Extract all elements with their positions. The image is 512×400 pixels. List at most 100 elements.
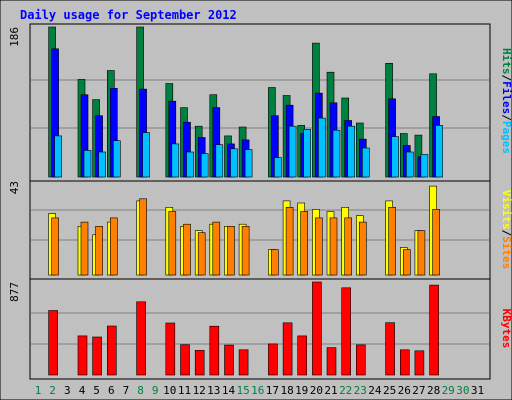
visits-sites-bar bbox=[300, 211, 309, 276]
visits-sites-bar bbox=[227, 226, 235, 276]
side-label-part: Hits bbox=[500, 48, 512, 75]
kbytes-kbytes-bar bbox=[268, 343, 278, 376]
kbytes-kbytes-bar bbox=[136, 301, 146, 376]
hits-pages-bar bbox=[171, 143, 180, 178]
hits-pages-bar bbox=[347, 125, 356, 178]
visits-ymax-label: 43 bbox=[8, 181, 21, 194]
side-label-part: / bbox=[500, 75, 512, 82]
hits-pages-bar bbox=[215, 144, 224, 178]
day-label: 20 bbox=[310, 384, 323, 397]
day-label: 26 bbox=[398, 384, 411, 397]
hits-pages-bar bbox=[230, 148, 238, 178]
kbytes-kbytes-bar bbox=[385, 322, 395, 376]
hits-pages-bar bbox=[83, 150, 92, 178]
hits-pages-bar bbox=[318, 117, 326, 178]
kbytes-kbytes-bar bbox=[414, 350, 425, 376]
day-label: 16 bbox=[251, 384, 264, 397]
day-label: 2 bbox=[49, 384, 56, 397]
hits-pages-bar bbox=[303, 129, 312, 178]
day-label: 17 bbox=[266, 384, 279, 397]
day-label: 22 bbox=[339, 384, 352, 397]
day-label: 21 bbox=[324, 384, 337, 397]
hits-pages-bar bbox=[186, 151, 194, 178]
visits-panel bbox=[29, 180, 491, 280]
kbytes-kbytes-bar bbox=[224, 344, 234, 376]
day-label: 24 bbox=[368, 384, 382, 397]
kbytes-kbytes-bar bbox=[209, 325, 220, 376]
day-label: 13 bbox=[207, 384, 220, 397]
kbytes-side-label: KBytes bbox=[500, 309, 512, 349]
hits-pages-bar bbox=[98, 151, 106, 178]
day-label: 1 bbox=[35, 384, 42, 397]
hits-pages-bar bbox=[244, 149, 253, 178]
day-label: 5 bbox=[93, 384, 100, 397]
hits-side-label: Hits/Files/Pages bbox=[500, 48, 512, 154]
side-label-part: Visits bbox=[500, 190, 512, 230]
visits-sites-bar bbox=[51, 217, 59, 276]
kbytes-kbytes-bar bbox=[77, 335, 88, 376]
kbytes-kbytes-bar bbox=[194, 349, 205, 376]
hits-pages-bar bbox=[405, 151, 414, 178]
kbytes-kbytes-bar bbox=[107, 325, 117, 376]
day-label: 11 bbox=[178, 384, 191, 397]
visits-side-label: Visits/Sites bbox=[500, 190, 512, 270]
kbytes-panel bbox=[29, 278, 491, 380]
visits-sites-bar bbox=[139, 198, 147, 276]
visits-sites-bar bbox=[271, 249, 279, 276]
kbytes-kbytes-bar bbox=[355, 344, 366, 376]
kbytes-kbytes-bar bbox=[312, 281, 322, 376]
hits-pages-bar bbox=[54, 135, 62, 178]
day-label: 14 bbox=[222, 384, 236, 397]
day-label: 27 bbox=[412, 384, 425, 397]
kbytes-ymax-label: 877 bbox=[8, 282, 21, 302]
side-label-part: Files bbox=[500, 81, 512, 114]
visits-panel-frame bbox=[29, 180, 491, 280]
side-label-part: / bbox=[500, 230, 512, 237]
bar-marks bbox=[31, 26, 489, 376]
hits-pages-bar bbox=[288, 125, 297, 178]
day-label: 12 bbox=[193, 384, 206, 397]
day-label: 3 bbox=[64, 384, 71, 397]
day-label: 7 bbox=[123, 384, 130, 397]
visits-sites-bar bbox=[95, 226, 103, 276]
day-label: 18 bbox=[280, 384, 293, 397]
side-label-part: / bbox=[500, 114, 512, 121]
day-label: 9 bbox=[152, 384, 159, 397]
hits-pages-bar bbox=[113, 140, 121, 178]
visits-sites-bar bbox=[417, 230, 426, 276]
hits-pages-bar bbox=[420, 154, 429, 178]
hits-pages-bar bbox=[142, 132, 150, 178]
visits-sites-bar bbox=[388, 207, 396, 276]
visits-sites-bar bbox=[329, 217, 338, 276]
day-label: 6 bbox=[108, 384, 115, 397]
side-label-part: Sites bbox=[500, 236, 512, 269]
hits-pages-bar bbox=[200, 153, 209, 178]
hits-pages-bar bbox=[361, 147, 370, 178]
hits-ymax-label: 186 bbox=[8, 27, 21, 47]
day-label: 30 bbox=[456, 384, 469, 397]
visits-sites-bar bbox=[285, 207, 294, 276]
visits-sites-bar bbox=[402, 249, 411, 276]
hits-pages-bar bbox=[332, 129, 341, 178]
kbytes-kbytes-bar bbox=[399, 349, 410, 376]
day-label: 4 bbox=[79, 384, 86, 397]
visits-sites-bar bbox=[197, 232, 206, 276]
kbytes-kbytes-bar bbox=[282, 322, 293, 376]
visits-sites-bar bbox=[183, 223, 191, 276]
visits-sites-bar bbox=[432, 209, 440, 276]
hits-pages-bar bbox=[391, 136, 399, 178]
kbytes-kbytes-bar bbox=[165, 322, 176, 376]
day-label: 19 bbox=[295, 384, 308, 397]
hits-pages-bar bbox=[274, 157, 282, 178]
visits-sites-bar bbox=[168, 211, 177, 276]
chart-title: Daily usage for September 2012 bbox=[20, 8, 237, 22]
day-label: 8 bbox=[137, 384, 144, 397]
kbytes-kbytes-bar bbox=[92, 336, 102, 376]
kbytes-kbytes-bar bbox=[297, 335, 308, 376]
kbytes-kbytes-bar bbox=[180, 344, 190, 376]
day-label: 23 bbox=[354, 384, 367, 397]
kbytes-kbytes-bar bbox=[48, 310, 58, 376]
